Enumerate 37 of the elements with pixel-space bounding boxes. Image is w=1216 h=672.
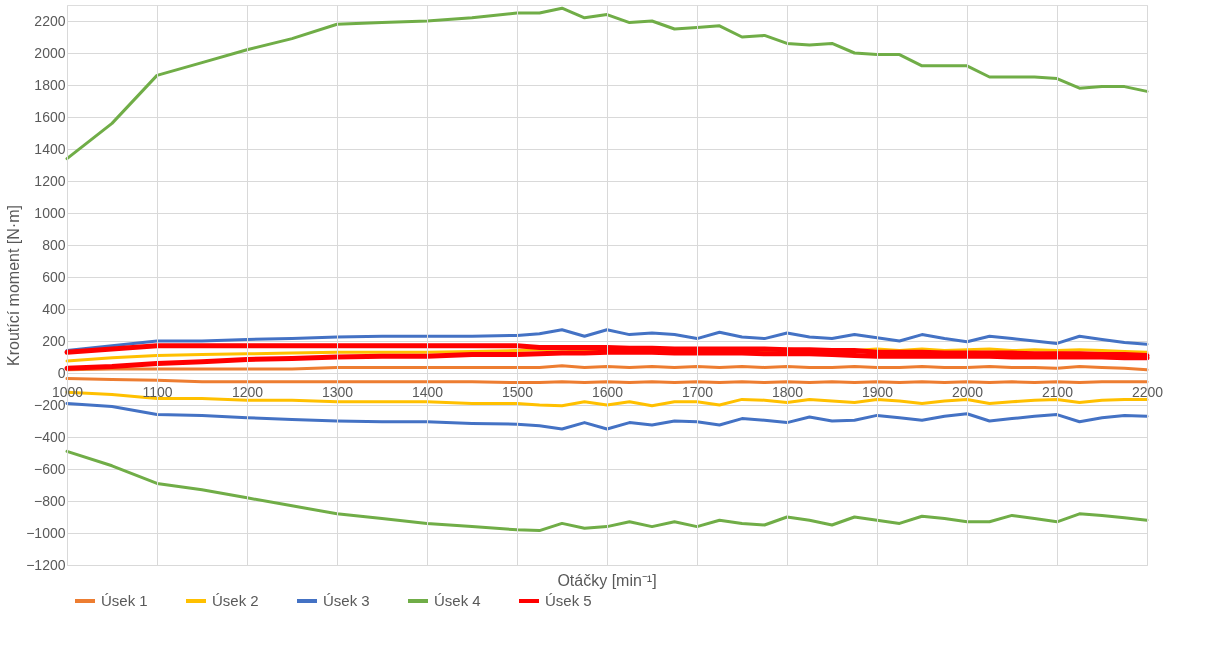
y-tick-label: 0 — [57, 364, 66, 381]
y-tick-label: 600 — [42, 268, 66, 285]
y-tick-label: 2000 — [34, 44, 66, 61]
legend-label: Úsek 5 — [545, 592, 592, 609]
x-axis-title: Otáčky [min⁻¹] — [557, 572, 657, 589]
y-tick-label: 200 — [42, 332, 66, 349]
legend-label: Úsek 1 — [101, 592, 148, 609]
y-tick-label: −600 — [33, 460, 66, 477]
y-tick-label: 1400 — [34, 140, 66, 157]
x-tick-label: 1800 — [771, 383, 804, 400]
y-tick-label: 1000 — [34, 204, 66, 221]
y-tick-label: −400 — [33, 428, 66, 445]
legend-label: Úsek 3 — [323, 592, 370, 609]
x-tick-label: 2000 — [951, 383, 984, 400]
x-tick-label: 1900 — [861, 383, 894, 400]
legend-label: Úsek 2 — [212, 592, 259, 609]
y-tick-label: 2200 — [34, 12, 66, 29]
x-tick-label: 1600 — [591, 383, 624, 400]
x-tick-label: 1400 — [411, 383, 444, 400]
x-tick-label: 2200 — [1131, 383, 1164, 400]
y-tick-label: −1200 — [26, 556, 66, 573]
x-tick-label: 1300 — [321, 383, 354, 400]
y-tick-label: 400 — [42, 300, 66, 317]
y-tick-label: 1800 — [34, 76, 66, 93]
y-tick-label: −1000 — [26, 524, 66, 541]
y-tick-label: 1600 — [34, 108, 66, 125]
y-tick-label: −800 — [33, 492, 66, 509]
x-tick-label: 1500 — [501, 383, 534, 400]
x-tick-label: 1200 — [231, 383, 264, 400]
x-tick-label: 1100 — [142, 383, 173, 400]
legend-label: Úsek 4 — [434, 592, 481, 609]
y-tick-label: 1200 — [34, 172, 66, 189]
y-tick-label: −200 — [33, 396, 66, 413]
y-tick-label: 800 — [42, 236, 66, 253]
x-tick-label: 2100 — [1041, 383, 1074, 400]
x-tick-label: 1700 — [681, 383, 714, 400]
y-axis-title: Kroutící moment [N·m] — [5, 205, 23, 366]
